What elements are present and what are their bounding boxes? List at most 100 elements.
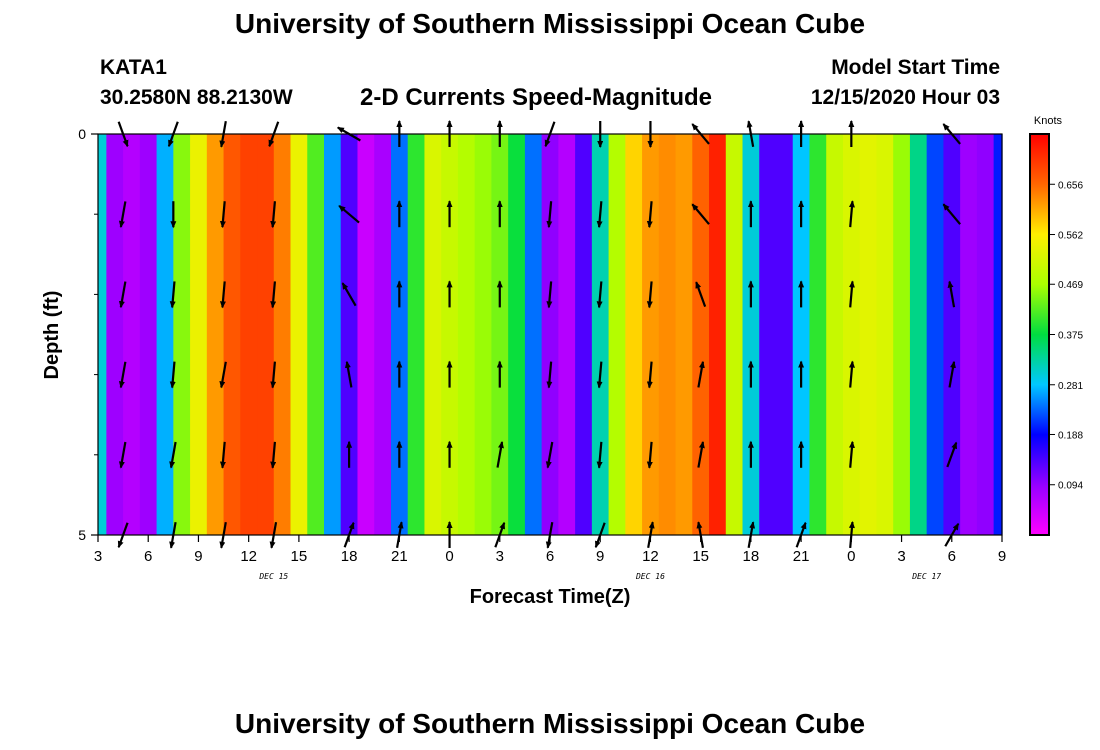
x-tick-label: 9 <box>596 548 604 565</box>
date-label: DEC 17 <box>911 572 941 581</box>
heatmap-cell <box>273 134 292 535</box>
heatmap-cell <box>960 134 978 535</box>
heatmap-cell <box>742 134 760 535</box>
current-vector <box>270 201 277 229</box>
heatmap-cell <box>675 134 693 535</box>
y-tick-label: 0 <box>78 126 86 142</box>
station-coordinates: 30.2580N 88.2130W <box>100 86 293 109</box>
x-tick-label: 21 <box>391 548 408 565</box>
current-vector <box>946 441 958 468</box>
heatmap-cell <box>190 134 208 535</box>
current-vector <box>338 205 360 224</box>
x-tick-label: 18 <box>341 548 358 565</box>
current-vector <box>219 281 226 309</box>
heatmap-cell <box>926 134 945 535</box>
current-vector <box>270 441 277 469</box>
footer-title: University of Southern Mississippi Ocean… <box>234 708 866 739</box>
heatmap-cell <box>441 134 459 535</box>
current-vector <box>848 200 855 228</box>
current-vector <box>219 441 226 469</box>
heatmap-cell <box>240 134 258 535</box>
current-vector <box>646 201 653 229</box>
current-vector <box>948 360 956 388</box>
x-tick-label: 18 <box>743 548 760 565</box>
heatmap-cell <box>709 134 727 535</box>
date-label: DEC 15 <box>258 572 288 581</box>
x-tick-label: 15 <box>291 548 308 565</box>
current-vector <box>697 441 705 468</box>
heatmap-cell <box>608 134 626 535</box>
heatmap-cell <box>625 134 643 535</box>
heatmap-cell <box>876 134 894 535</box>
current-vector <box>596 361 603 389</box>
heatmap-cell <box>324 134 342 535</box>
current-vector <box>496 441 504 468</box>
current-vector <box>118 361 127 389</box>
current-vector <box>691 203 710 225</box>
heatmap-cell <box>976 134 995 535</box>
x-tick-label: 0 <box>847 548 855 565</box>
current-vector <box>118 201 127 228</box>
heatmap-cell <box>173 134 191 535</box>
heatmap-cell <box>290 134 308 535</box>
current-vector <box>942 203 961 225</box>
heatmap-cell <box>692 134 710 535</box>
heatmap-cell <box>558 134 576 535</box>
heatmap-cell <box>759 134 777 535</box>
current-vector <box>270 281 277 309</box>
heatmap-cell <box>541 134 559 535</box>
current-vector <box>169 361 176 389</box>
heatmap-cell <box>424 134 442 535</box>
chart-subtitle: 2-D Currents Speed-Magnitude <box>360 84 713 111</box>
heatmap-cell <box>792 134 811 535</box>
current-vector <box>118 441 127 469</box>
current-vector <box>695 281 707 307</box>
heatmap-cell <box>123 134 141 535</box>
x-tick-label: 6 <box>948 548 956 565</box>
x-tick-label: 9 <box>194 548 202 565</box>
colorbar-scale <box>1029 133 1050 536</box>
heatmap-cell <box>257 134 275 535</box>
heatmap-cell <box>725 134 744 535</box>
heatmap-cell <box>98 134 107 535</box>
current-vector <box>546 281 553 309</box>
heatmap-cell <box>223 134 241 535</box>
heatmap-cell <box>909 134 928 535</box>
heatmap-cell <box>776 134 794 535</box>
heatmap-cell <box>809 134 827 535</box>
heatmap-cell <box>106 134 124 535</box>
current-vector <box>596 441 603 469</box>
x-tick-label: 15 <box>692 548 709 565</box>
colorbar-tick-label: 0.562 <box>1058 231 1083 242</box>
current-vector <box>169 441 177 469</box>
heatmap-cell <box>156 134 174 535</box>
colorbar-tick-label: 0.188 <box>1058 430 1083 441</box>
y-tick-label: 5 <box>78 527 86 543</box>
heatmap-cell <box>591 134 610 535</box>
current-vector <box>344 360 353 388</box>
x-tick-label: 0 <box>445 548 453 565</box>
y-axis-label: Depth (ft) <box>41 291 63 380</box>
current-vector <box>341 282 357 307</box>
current-vector <box>848 360 855 388</box>
current-vector <box>596 281 603 309</box>
current-vector <box>546 201 553 229</box>
model-start-label: Model Start Time <box>831 56 1000 79</box>
current-vector <box>596 201 603 229</box>
heatmap-cell <box>407 134 426 535</box>
current-vector <box>545 441 554 469</box>
chart-main-title: University of Southern Mississippi Ocean… <box>234 8 866 39</box>
x-tick-label: 12 <box>642 548 659 565</box>
current-vector <box>646 441 653 469</box>
y-axis: 05 <box>78 126 98 543</box>
current-vector <box>646 361 653 389</box>
heatmap-cell <box>139 134 158 535</box>
heatmap-cell <box>307 134 325 535</box>
heatmap-cell <box>859 134 878 535</box>
current-vector <box>848 280 855 308</box>
colorbar-tick-label: 0.469 <box>1058 280 1083 291</box>
current-vector <box>848 440 855 468</box>
x-axis-label: Forecast Time(Z) <box>470 586 631 608</box>
colorbar: Knots 0.094 0.188 0.281 0.375 0.469 0.562 0.65… <box>1029 115 1083 536</box>
x-tick-label: 3 <box>94 548 102 565</box>
